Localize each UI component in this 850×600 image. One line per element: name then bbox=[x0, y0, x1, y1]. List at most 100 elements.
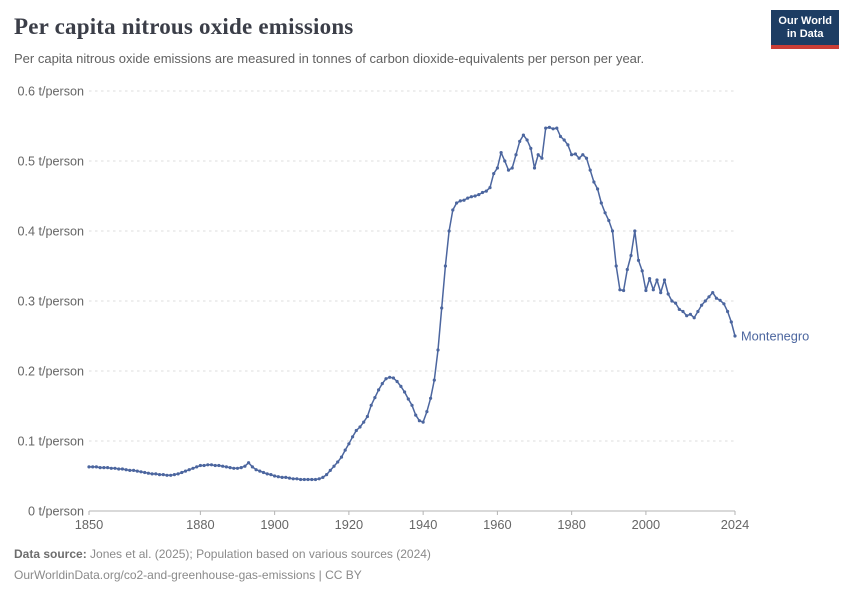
data-point-marker[interactable] bbox=[455, 201, 459, 205]
data-point-marker[interactable] bbox=[380, 382, 384, 386]
data-point-marker[interactable] bbox=[250, 465, 254, 469]
data-point-marker[interactable] bbox=[273, 474, 277, 478]
data-point-marker[interactable] bbox=[276, 475, 280, 479]
data-point-marker[interactable] bbox=[239, 466, 243, 470]
data-point-marker[interactable] bbox=[440, 306, 444, 310]
data-point-marker[interactable] bbox=[432, 378, 436, 382]
data-point-marker[interactable] bbox=[514, 153, 518, 157]
data-point-marker[interactable] bbox=[313, 477, 318, 482]
data-point-marker[interactable] bbox=[128, 468, 132, 472]
data-point-marker[interactable] bbox=[299, 477, 303, 482]
data-point-marker[interactable] bbox=[707, 295, 711, 299]
data-point-marker[interactable] bbox=[235, 466, 240, 470]
data-point-marker[interactable] bbox=[718, 298, 722, 302]
data-point-marker[interactable] bbox=[169, 473, 173, 477]
data-point-marker[interactable] bbox=[622, 288, 626, 293]
data-point-marker[interactable] bbox=[399, 384, 403, 388]
data-point-marker[interactable] bbox=[358, 425, 362, 429]
data-point-marker[interactable] bbox=[321, 475, 325, 479]
data-point-marker[interactable] bbox=[373, 396, 377, 400]
data-point-marker[interactable] bbox=[510, 166, 514, 170]
data-point-marker[interactable] bbox=[354, 428, 358, 433]
data-point-marker[interactable] bbox=[618, 288, 622, 292]
data-point-marker[interactable] bbox=[443, 264, 447, 268]
data-point-marker[interactable] bbox=[347, 442, 351, 446]
data-point-marker[interactable] bbox=[640, 269, 644, 273]
data-point-marker[interactable] bbox=[325, 473, 329, 477]
data-point-marker[interactable] bbox=[224, 465, 228, 469]
data-point-marker[interactable] bbox=[499, 151, 503, 155]
data-point-marker[interactable] bbox=[488, 186, 492, 190]
data-point-marker[interactable] bbox=[94, 465, 98, 469]
data-point-marker[interactable] bbox=[221, 464, 225, 468]
series-label[interactable]: Montenegro bbox=[741, 329, 809, 344]
data-point-marker[interactable] bbox=[365, 414, 369, 419]
data-point-marker[interactable] bbox=[614, 264, 618, 268]
data-point-marker[interactable] bbox=[674, 301, 678, 305]
data-point-marker[interactable] bbox=[98, 466, 102, 470]
data-point-marker[interactable] bbox=[536, 153, 540, 157]
data-point-marker[interactable] bbox=[310, 477, 314, 482]
data-point-marker[interactable] bbox=[172, 473, 176, 477]
data-point-marker[interactable] bbox=[648, 277, 652, 281]
data-point-marker[interactable] bbox=[146, 471, 150, 475]
data-point-marker[interactable] bbox=[417, 419, 421, 423]
data-point-marker[interactable] bbox=[540, 156, 544, 160]
owid-logo[interactable]: Our World in Data bbox=[771, 10, 839, 49]
data-point-marker[interactable] bbox=[187, 468, 191, 472]
data-point-marker[interactable] bbox=[106, 466, 110, 470]
data-point-marker[interactable] bbox=[388, 375, 392, 379]
data-point-marker[interactable] bbox=[518, 139, 522, 143]
data-point-marker[interactable] bbox=[369, 403, 373, 407]
data-point-marker[interactable] bbox=[584, 156, 589, 160]
data-point-marker[interactable] bbox=[603, 211, 607, 215]
data-point-marker[interactable] bbox=[555, 126, 559, 130]
data-point-marker[interactable] bbox=[651, 288, 655, 292]
data-point-marker[interactable] bbox=[714, 296, 719, 300]
data-point-marker[interactable] bbox=[633, 229, 637, 233]
data-point-marker[interactable] bbox=[150, 472, 154, 476]
data-point-marker[interactable] bbox=[261, 470, 266, 475]
data-point-marker[interactable] bbox=[213, 463, 217, 468]
data-point-marker[interactable] bbox=[596, 187, 600, 191]
data-point-marker[interactable] bbox=[573, 152, 578, 156]
data-point-marker[interactable] bbox=[529, 146, 533, 150]
data-point-marker[interactable] bbox=[562, 138, 566, 142]
data-point-marker[interactable] bbox=[287, 476, 292, 480]
data-point-marker[interactable] bbox=[209, 463, 214, 467]
data-point-marker[interactable] bbox=[729, 320, 733, 324]
data-point-marker[interactable] bbox=[469, 195, 473, 199]
data-point-marker[interactable] bbox=[198, 463, 202, 468]
data-point-marker[interactable] bbox=[521, 133, 526, 137]
data-point-marker[interactable] bbox=[132, 468, 136, 472]
data-point-marker[interactable] bbox=[703, 299, 707, 303]
data-point-marker[interactable] bbox=[120, 467, 124, 471]
data-point-marker[interactable] bbox=[124, 468, 128, 472]
data-point-marker[interactable] bbox=[165, 473, 169, 477]
data-point-marker[interactable] bbox=[384, 377, 388, 381]
data-point-marker[interactable] bbox=[480, 190, 485, 195]
data-point-marker[interactable] bbox=[466, 196, 470, 200]
data-point-marker[interactable] bbox=[87, 465, 91, 469]
data-point-marker[interactable] bbox=[570, 153, 574, 157]
data-point-marker[interactable] bbox=[655, 278, 659, 282]
data-point-marker[interactable] bbox=[625, 267, 629, 272]
data-point-marker[interactable] bbox=[176, 472, 180, 476]
data-point-marker[interactable] bbox=[269, 473, 273, 477]
data-point-marker[interactable] bbox=[532, 166, 537, 170]
data-point-marker[interactable] bbox=[473, 194, 477, 198]
data-point-marker[interactable] bbox=[391, 376, 395, 380]
data-point-marker[interactable] bbox=[685, 314, 689, 318]
data-point-marker[interactable] bbox=[191, 466, 195, 470]
data-point-marker[interactable] bbox=[610, 229, 615, 233]
data-point-marker[interactable] bbox=[139, 470, 143, 474]
data-point-marker[interactable] bbox=[644, 288, 648, 293]
data-point-marker[interactable] bbox=[195, 465, 199, 469]
data-point-marker[interactable] bbox=[228, 466, 232, 470]
data-point-marker[interactable] bbox=[462, 198, 466, 202]
data-point-marker[interactable] bbox=[113, 466, 117, 470]
data-point-marker[interactable] bbox=[91, 465, 95, 469]
data-point-marker[interactable] bbox=[102, 466, 106, 470]
data-point-marker[interactable] bbox=[403, 390, 407, 394]
data-point-marker[interactable] bbox=[692, 316, 696, 320]
